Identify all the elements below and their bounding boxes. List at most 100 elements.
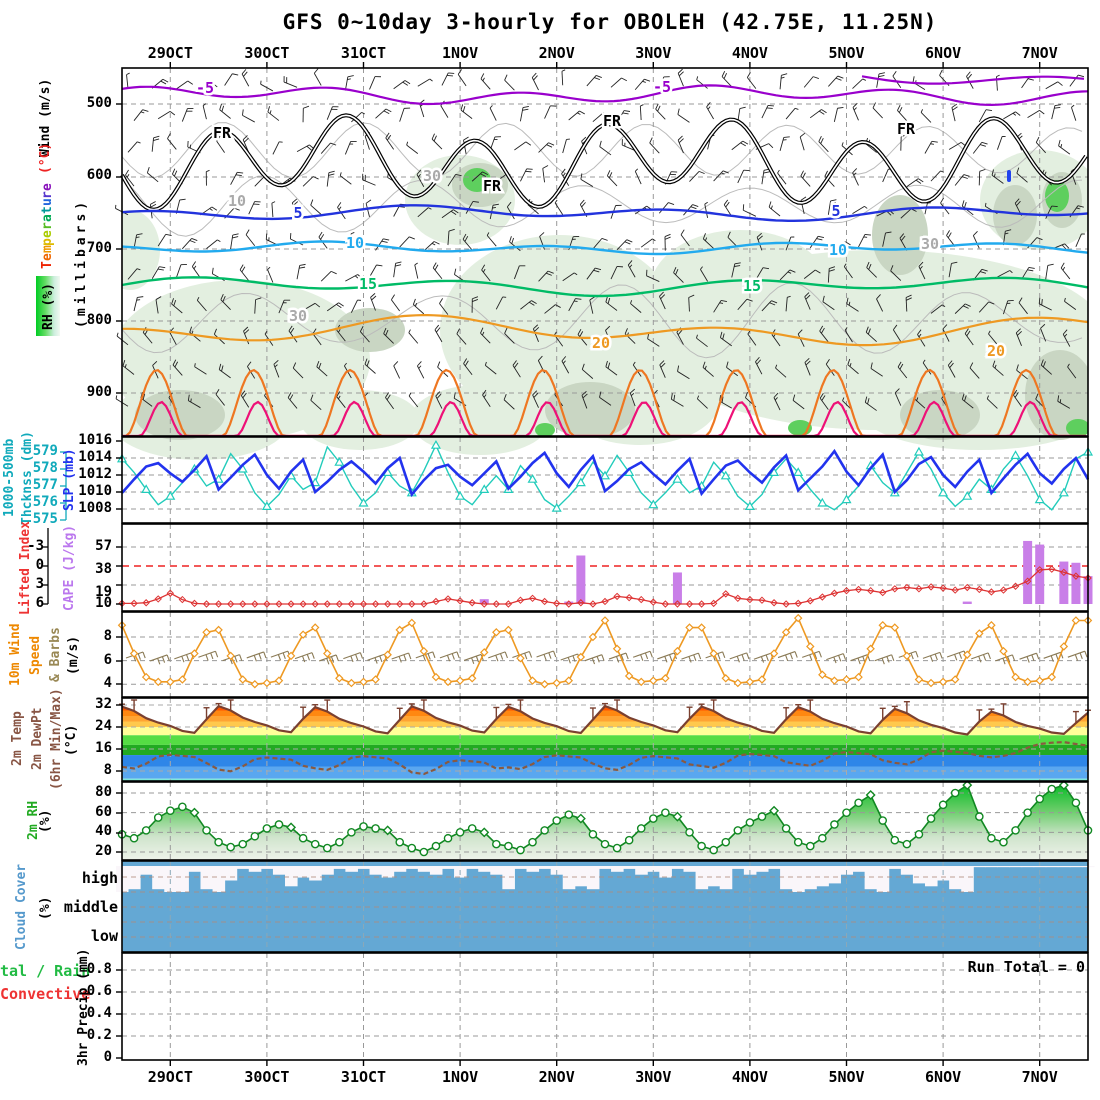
tick-label: 40 <box>95 823 112 840</box>
contour-label: 10 <box>228 192 246 210</box>
freezing-level-label: FR <box>483 177 502 195</box>
temperature-letter: r <box>40 190 55 199</box>
tick-label: 6NOV <box>925 44 962 62</box>
temperature-letter: t <box>40 206 55 215</box>
contour-label: -5 <box>653 78 671 96</box>
tick-label: high <box>81 869 118 887</box>
contour-label: 15 <box>359 275 377 293</box>
tick-label: 600 <box>86 167 112 184</box>
tick-label: 800 <box>86 311 112 328</box>
tick-label: 1010 <box>78 483 112 499</box>
tick-label: 24 <box>95 718 112 734</box>
tick-label: 57 <box>95 537 112 554</box>
tick-label: 4NOV <box>731 1068 768 1086</box>
tick-label: 7NOV <box>1021 1068 1058 1086</box>
tick-label: 1012 <box>78 466 112 482</box>
contour-label: 30 <box>289 307 307 325</box>
contour-label: 10 <box>829 241 847 259</box>
tick-label: 0.4 <box>86 1005 112 1021</box>
tick-label: 30OCT <box>244 1068 290 1086</box>
tick-label: middle <box>63 898 118 916</box>
contour-label: 5 <box>831 202 840 220</box>
tick-label: 1NOV <box>442 1068 479 1086</box>
tick-label: 80 <box>95 784 112 800</box>
contour-label: 30 <box>423 167 441 185</box>
wind10m-label-2: Speed <box>28 635 43 675</box>
tick-label: 32 <box>95 696 112 712</box>
contour-label: 10 <box>346 234 364 252</box>
tick-label: 0 <box>103 1049 112 1065</box>
tick-label: 0.8 <box>86 961 112 977</box>
tick-label: 5NOV <box>828 1068 865 1086</box>
wind10m-label-1: 10m Wind <box>8 623 23 687</box>
temperature-letter: r <box>40 222 55 230</box>
tick-label: 0 <box>35 556 44 573</box>
tick-label: 4 <box>103 675 112 692</box>
contour-label: -5 <box>196 79 214 97</box>
contour-label: 5 <box>293 204 302 222</box>
tick-label: 1NOV <box>442 44 479 62</box>
tick-label: 3NOV <box>635 44 672 62</box>
tick-label: 2NOV <box>538 44 575 62</box>
tick-label: 7NOV <box>1021 44 1058 62</box>
tick-label: 20 <box>95 842 112 859</box>
tick-label: 3 <box>35 575 44 592</box>
tick-label: 8 <box>103 762 112 778</box>
tick-label: 2NOV <box>538 1068 575 1086</box>
tick-label: 577 <box>32 477 58 493</box>
tick-label: 500 <box>86 95 112 111</box>
temperature-letter: e <box>40 229 55 238</box>
tick-label: 1016 <box>78 432 112 448</box>
tick-label: 0.6 <box>86 983 112 999</box>
cloud-cover-label: Cloud Cover <box>14 863 29 951</box>
tick-label: 10 <box>95 595 112 611</box>
tick-label: 31OCT <box>340 44 387 62</box>
page-title: GFS 0~10day 3-hourly for OBOLEH (42.75E,… <box>282 10 938 34</box>
tick-label: 5NOV <box>828 44 865 62</box>
tick-label: 29OCT <box>147 1068 193 1086</box>
temperature-letter: a <box>40 214 55 223</box>
tick-label: 29OCT <box>147 44 193 62</box>
rh-legend-colorbar: RH (%) <box>36 276 60 336</box>
tick-label: 1014 <box>78 449 112 465</box>
precip-total-label: tal / Rain <box>0 962 91 980</box>
run-total-annotation: Run Total = 0 <box>967 958 1085 976</box>
precip-convective-label: Convective <box>0 985 91 1003</box>
contour-label: 20 <box>592 334 610 352</box>
tick-label: 30OCT <box>244 44 290 62</box>
tick-label: 700 <box>86 239 112 256</box>
tick-label: 6NOV <box>925 1068 962 1086</box>
temperature-letter: e <box>40 182 55 191</box>
contour-label: 20 <box>987 342 1005 360</box>
contour-label: 30 <box>921 235 939 253</box>
tick-label: 3NOV <box>635 1068 672 1086</box>
tick-label: 6 <box>103 651 112 668</box>
tick-label: -3 <box>27 538 44 554</box>
tick-label: 38 <box>95 561 112 578</box>
tick-label: 16 <box>95 740 112 756</box>
temperature-letter: T <box>40 261 55 270</box>
tick-label: 578 <box>32 460 58 476</box>
tick-label: 31OCT <box>340 1068 387 1086</box>
freezing-level-label: FR <box>897 120 916 138</box>
tick-label: 19 <box>95 584 112 601</box>
freezing-level-label: FR <box>603 112 622 130</box>
tick-label: 579 <box>32 443 58 459</box>
tick-label: 575 <box>32 511 58 527</box>
contour-label: 15 <box>743 277 761 295</box>
tick-label: low <box>90 927 118 945</box>
temp2m-label-1: 2m Temp <box>10 711 25 767</box>
tick-label: 1008 <box>78 500 112 516</box>
tick-label: 900 <box>86 384 112 400</box>
tick-label: 6 <box>35 594 44 611</box>
tick-label: 0.2 <box>86 1027 112 1043</box>
temperature-letter: u <box>40 198 55 207</box>
freezing-level-label: FR <box>213 124 232 142</box>
tick-label: 4NOV <box>731 44 768 62</box>
tick-label: 576 <box>32 494 58 510</box>
tick-label: 60 <box>95 803 112 820</box>
tick-label: 8 <box>103 628 112 644</box>
